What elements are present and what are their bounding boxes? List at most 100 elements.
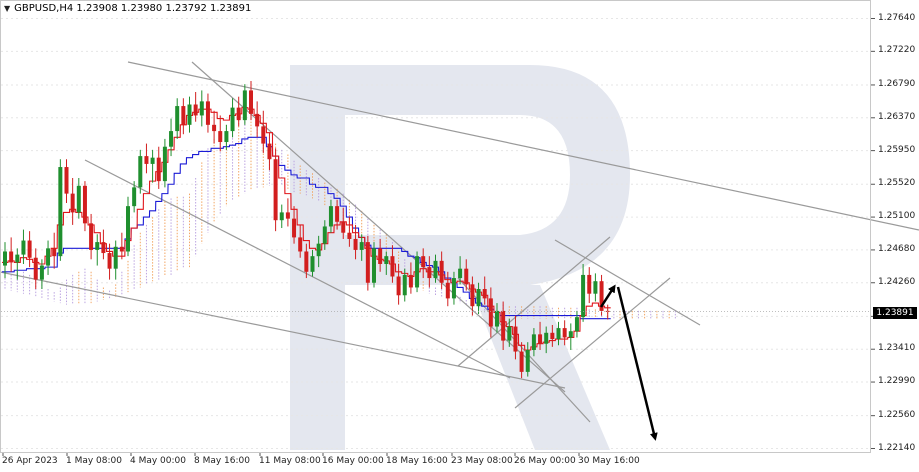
watermark-bowl <box>345 65 630 285</box>
plot-frame <box>0 0 871 453</box>
candle <box>267 132 272 171</box>
candle-body <box>242 90 247 121</box>
candle-body <box>162 146 167 182</box>
candle <box>181 98 186 135</box>
candle-body <box>205 101 210 125</box>
candle <box>273 148 278 232</box>
candle <box>3 242 7 279</box>
candle-body <box>353 238 358 250</box>
candle-body <box>599 281 604 311</box>
candle-body <box>101 242 106 254</box>
candle-body <box>513 326 518 352</box>
trend-line <box>0 271 566 389</box>
candle-body <box>581 274 586 318</box>
candle-body <box>292 218 297 238</box>
triangle-down-icon[interactable]: ▼ <box>4 4 11 13</box>
candle <box>316 235 321 268</box>
candle <box>101 229 106 260</box>
candle <box>199 90 204 127</box>
candle <box>322 220 327 250</box>
candle-body <box>156 157 161 182</box>
y-tick-label: 1.26790 <box>878 78 916 89</box>
x-tick-label: 11 May 08:00 <box>259 456 321 466</box>
candle-body <box>273 159 278 221</box>
candle-body <box>58 167 63 257</box>
x-tick-label: 1 May 08:00 <box>66 456 122 466</box>
candles <box>3 81 610 379</box>
candle <box>58 159 63 261</box>
candle <box>21 229 26 264</box>
current-price-tag: 1.23891 <box>873 307 917 319</box>
candle-body <box>82 185 87 224</box>
candle <box>224 124 229 150</box>
candle <box>531 328 536 357</box>
candle <box>292 206 297 244</box>
candle-body <box>304 251 309 272</box>
y-tick-label: 1.23410 <box>878 343 916 354</box>
candle <box>95 234 100 266</box>
candle-body <box>169 131 174 147</box>
candle <box>525 342 530 377</box>
candle <box>587 267 592 304</box>
x-tick-label: 4 May 00:00 <box>130 456 186 466</box>
candle-body <box>347 232 352 239</box>
candle <box>169 118 174 157</box>
y-tick-label: 1.24680 <box>878 243 916 254</box>
candle-body <box>64 167 69 194</box>
candle <box>445 271 450 307</box>
candle-body <box>544 332 549 344</box>
candle <box>33 248 38 290</box>
candle-body <box>556 328 561 340</box>
x-tick-label: 16 May 00:00 <box>322 456 384 466</box>
candle <box>519 342 524 379</box>
candle-body <box>538 334 543 344</box>
candle <box>193 91 198 122</box>
trend-line <box>457 236 611 367</box>
symbol-info-text: GBPUSD,H4 1.23908 1.23980 1.23792 1.2389… <box>14 3 252 14</box>
candle <box>113 240 118 280</box>
candle-body <box>150 157 155 164</box>
y-tick-label: 1.22140 <box>878 442 916 453</box>
candle <box>70 177 75 225</box>
candle <box>599 274 604 316</box>
candle <box>464 259 469 291</box>
trend-line <box>554 239 701 326</box>
candle-body <box>230 107 235 132</box>
candle <box>150 149 155 183</box>
candle-body <box>249 90 253 114</box>
candle-body <box>199 101 204 116</box>
candle-body <box>445 282 450 299</box>
candle <box>341 207 346 239</box>
candle <box>359 234 364 261</box>
candle-body <box>427 267 432 279</box>
x-tick-label: 18 May 16:00 <box>386 456 448 466</box>
candle-body <box>488 298 493 327</box>
candle-body <box>113 246 118 269</box>
candle <box>212 110 217 144</box>
forecast-arrow-up <box>599 284 616 308</box>
candle-body <box>285 212 290 219</box>
candle-body <box>476 289 481 307</box>
candle <box>107 243 112 280</box>
candle-body <box>464 268 469 285</box>
candle <box>562 320 567 346</box>
candle-body <box>451 278 456 299</box>
candle <box>15 248 20 280</box>
candle-body <box>89 223 94 250</box>
candle <box>476 282 481 315</box>
candle-body <box>574 317 579 332</box>
candle-body <box>76 185 81 213</box>
y-tick-label: 1.27220 <box>878 45 916 56</box>
candle-body <box>310 256 315 272</box>
candle-body <box>119 246 124 252</box>
candle <box>82 181 87 232</box>
candle-body <box>372 248 376 283</box>
candle <box>353 224 358 260</box>
candle-body <box>267 143 272 160</box>
candle <box>46 240 51 275</box>
candle <box>482 276 487 305</box>
candle-body <box>328 206 333 227</box>
candle <box>396 263 401 305</box>
